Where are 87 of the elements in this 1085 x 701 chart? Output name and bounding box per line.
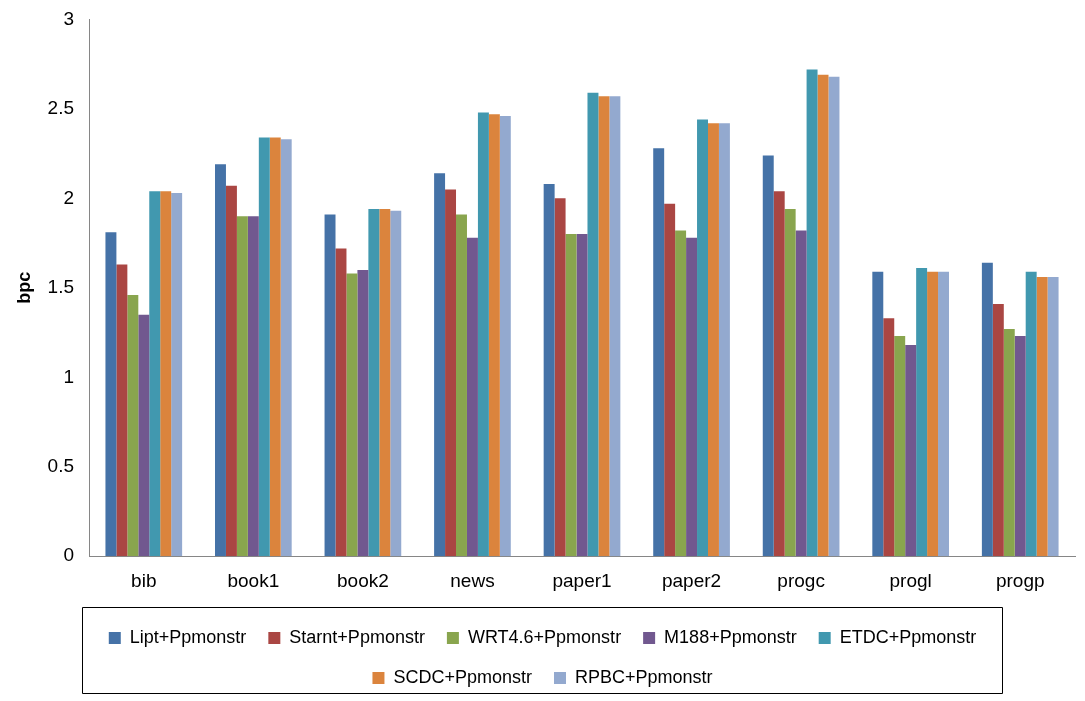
legend-label: RPBC+Ppmonstr <box>575 666 713 687</box>
bar <box>828 76 840 557</box>
y-tick-label: 3 <box>63 7 75 29</box>
bar <box>576 234 588 557</box>
bar <box>675 230 687 557</box>
y-tick-label: 1.5 <box>47 276 75 298</box>
bar <box>171 192 183 557</box>
bar <box>883 318 895 557</box>
x-tick-label: paper2 <box>661 569 722 591</box>
bar <box>1003 328 1015 557</box>
bar <box>280 139 292 557</box>
bar <box>707 123 719 557</box>
x-tick-label: book1 <box>227 569 280 591</box>
bar <box>981 262 993 557</box>
bar <box>247 216 259 557</box>
legend-label: SCDC+Ppmonstr <box>393 666 532 687</box>
bar <box>784 209 796 557</box>
bar <box>992 303 1004 557</box>
bar <box>894 336 906 557</box>
y-tick-label: 2.5 <box>47 97 75 119</box>
bar <box>215 164 226 557</box>
bar <box>138 314 150 557</box>
legend-label: ETDC+Ppmonstr <box>839 626 977 647</box>
bar <box>762 155 774 557</box>
legend-label: WRT4.6+Ppmonstr <box>467 626 622 647</box>
bar <box>105 232 117 557</box>
bar <box>499 116 511 557</box>
bar <box>653 148 665 557</box>
bar <box>554 198 566 557</box>
bar <box>335 248 347 557</box>
bar <box>149 191 161 557</box>
bar <box>795 230 807 557</box>
bar <box>269 137 281 557</box>
bar <box>225 185 237 557</box>
y-axis-title: bpc <box>13 271 34 304</box>
bar <box>379 209 391 557</box>
bar <box>773 191 785 557</box>
bar <box>116 264 128 557</box>
bar <box>324 214 336 557</box>
bar <box>927 271 939 557</box>
x-tick-label: progc <box>777 569 825 591</box>
bar <box>664 203 676 557</box>
bar <box>697 119 708 557</box>
bar <box>258 137 270 557</box>
bar <box>236 216 248 557</box>
y-tick-label: 0 <box>63 544 75 566</box>
bar <box>456 214 467 557</box>
bar <box>368 209 380 557</box>
bar <box>390 210 402 557</box>
bar <box>127 294 139 557</box>
bar <box>477 112 489 557</box>
legend-label: M188+Ppmonstr <box>664 626 797 647</box>
x-tick-label: progp <box>995 569 1045 591</box>
bar <box>718 123 730 557</box>
bar <box>872 271 884 557</box>
bar <box>598 96 610 557</box>
x-tick-label: news <box>450 569 495 591</box>
bar <box>1014 336 1026 557</box>
x-tick-label: paper1 <box>552 569 612 591</box>
legend-label: Lipt+Ppmonstr <box>129 626 247 647</box>
bar <box>1025 271 1037 557</box>
bar <box>686 237 698 557</box>
bar <box>357 269 369 557</box>
bar <box>346 273 358 557</box>
y-tick-label: 1 <box>63 365 75 387</box>
bar <box>160 191 172 557</box>
bar <box>587 92 599 557</box>
bar <box>938 271 950 557</box>
bar <box>916 268 928 557</box>
bar <box>466 237 478 557</box>
bar <box>543 184 555 557</box>
x-tick-label: progl <box>889 569 932 591</box>
bar <box>1036 277 1048 557</box>
y-tick-label: 2 <box>63 186 75 208</box>
bar <box>434 173 446 557</box>
bar <box>565 234 577 557</box>
bar <box>905 345 917 557</box>
x-tick-label: bib <box>131 569 157 591</box>
bar <box>817 74 829 557</box>
bar <box>488 114 500 557</box>
bar <box>609 96 621 557</box>
y-tick-label: 0.5 <box>47 454 75 476</box>
bar <box>445 189 457 557</box>
legend-label: Starnt+Ppmonstr <box>289 626 425 647</box>
bar <box>806 69 818 557</box>
bar <box>1047 277 1059 557</box>
x-tick-label: book2 <box>337 569 389 591</box>
